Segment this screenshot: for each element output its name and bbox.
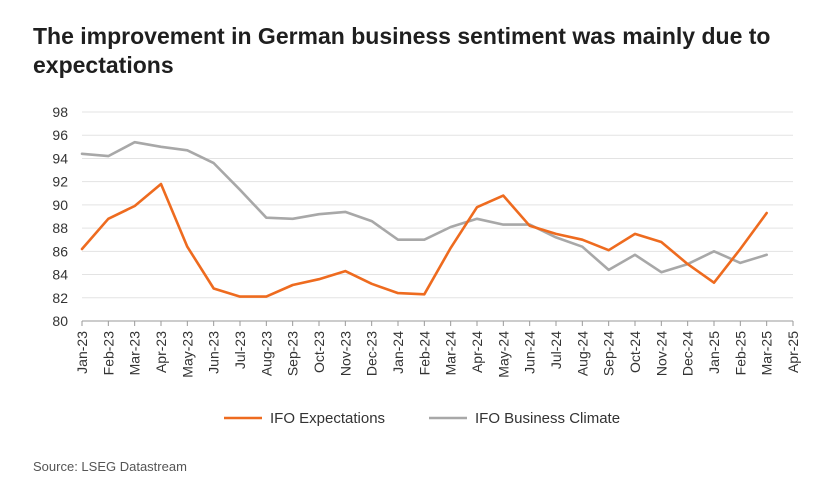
legend: IFO Expectations IFO Business Climate	[224, 410, 620, 427]
y-tick-label: 84	[52, 267, 68, 283]
x-tick-label: Sep-24	[601, 331, 617, 376]
x-tick-label: Apr-24	[469, 331, 485, 373]
series-line-ifo-expectations	[80, 182, 769, 298]
legend-label: IFO Business Climate	[475, 410, 620, 427]
x-tick-label: Dec-23	[364, 331, 380, 376]
y-tick-label: 82	[52, 290, 68, 306]
series-line-ifo-business-climate	[80, 140, 769, 274]
x-tick-label: Jul-24	[548, 331, 564, 369]
x-tick-label: Jun-24	[522, 331, 538, 374]
x-tick-label: Dec-24	[680, 331, 696, 376]
x-tick-label: Apr-25	[785, 331, 801, 373]
x-tick-label: Jan-24	[390, 331, 406, 374]
y-tick-label: 98	[52, 104, 68, 120]
y-tick-label: 90	[52, 197, 68, 213]
series-lines	[80, 140, 769, 298]
x-tick-label: Jul-23	[232, 331, 248, 369]
x-tick-label: May-24	[495, 331, 511, 378]
x-tick-label: Sep-23	[285, 331, 301, 376]
x-tick-label: Apr-23	[153, 331, 169, 373]
y-tick-label: 88	[52, 220, 68, 236]
x-tick-label: Nov-24	[653, 331, 669, 376]
x-tick-label: Mar-25	[759, 331, 775, 376]
y-tick-label: 92	[52, 174, 68, 190]
x-tick-label: Mar-23	[127, 331, 143, 376]
x-tick-label: Aug-24	[574, 331, 590, 376]
x-tick-label: Feb-23	[100, 331, 116, 376]
source-note: Source: LSEG Datastream	[33, 459, 187, 474]
x-tick-label: Jan-25	[706, 331, 722, 374]
y-tick-label: 96	[52, 127, 68, 143]
x-tick-label: Jun-23	[206, 331, 222, 374]
y-tick-label: 94	[52, 150, 68, 166]
x-tick-label: Oct-23	[311, 331, 327, 373]
x-tick-label: Nov-23	[337, 331, 353, 376]
x-tick-label: Feb-25	[732, 331, 748, 376]
x-tick-label: Aug-23	[258, 331, 274, 376]
axes: 80 82 84 86 88 90 92 94 96 98 Jan-23 Feb-23 Mar-23 Ap…	[52, 104, 801, 378]
chart-title: The improvement in German business senti…	[33, 23, 771, 78]
x-tick-label: Feb-24	[416, 331, 432, 376]
legend-label: IFO Expectations	[270, 410, 385, 427]
x-tick-label: May-23	[179, 331, 195, 378]
y-tick-label: 86	[52, 243, 68, 259]
y-tick-label: 80	[52, 313, 68, 329]
x-tick-label: Jan-23	[74, 331, 90, 374]
x-tick-label: Oct-24	[627, 331, 643, 373]
grid-lines	[82, 111, 793, 299]
x-tick-label: Mar-24	[443, 331, 459, 376]
